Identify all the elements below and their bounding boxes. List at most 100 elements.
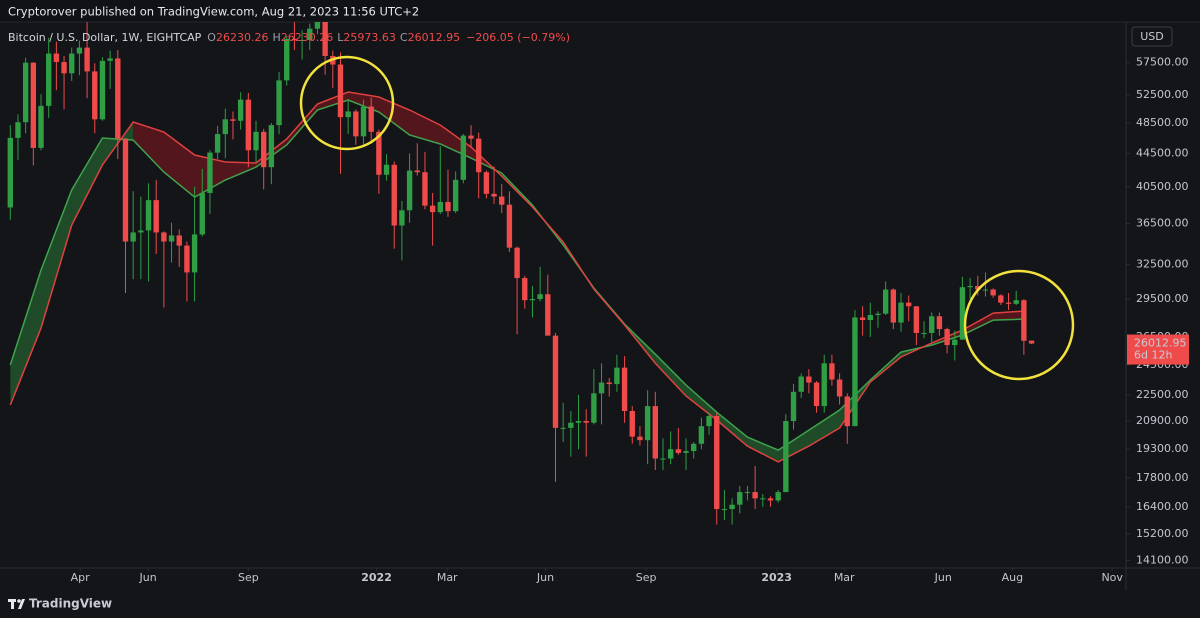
y-tick-label: 15200.00	[1136, 527, 1189, 540]
legend-label: O	[207, 31, 216, 44]
candle-body	[560, 427, 566, 429]
candle-body	[468, 135, 474, 139]
candle-body	[499, 196, 505, 205]
candle-body	[376, 131, 382, 175]
legend-value: 26012.95	[408, 31, 461, 44]
y-tick-label: 14100.00	[1136, 553, 1189, 566]
candle-body	[737, 492, 743, 505]
candle-body	[806, 376, 812, 383]
y-tick-label: 16400.00	[1136, 500, 1189, 513]
last-price-label: 26012.95	[1134, 337, 1187, 350]
candle-body	[744, 492, 751, 494]
candle-body	[38, 105, 44, 148]
y-tick-label: 32500.00	[1136, 258, 1189, 271]
y-tick-label: 44500.00	[1136, 146, 1189, 159]
candle-body	[859, 317, 866, 321]
candle-body	[529, 298, 536, 301]
candle-body	[568, 422, 574, 428]
candle-body	[22, 62, 29, 123]
candle-body	[783, 421, 789, 493]
candle-body	[506, 204, 513, 248]
candle-body	[637, 436, 643, 441]
candle-body	[391, 164, 397, 226]
candle-body	[990, 289, 996, 296]
candle-body	[598, 382, 605, 394]
candle-body	[829, 363, 835, 380]
candle-body	[61, 62, 67, 74]
ma-cloud	[655, 354, 687, 397]
candle-body	[867, 314, 873, 321]
candle-body	[322, 22, 328, 56]
candle-body	[268, 125, 275, 168]
candle-body	[214, 134, 221, 153]
candle-body	[337, 64, 344, 118]
candle-body	[882, 289, 889, 314]
candle-body	[237, 99, 244, 121]
candle-body	[445, 201, 451, 212]
x-tick-label: Mar	[437, 571, 458, 584]
candle-body	[591, 393, 597, 423]
candle-body	[852, 317, 858, 427]
candle-body	[191, 234, 198, 273]
legend-label: C	[400, 31, 408, 44]
candle-body	[798, 376, 804, 392]
candle-body	[545, 294, 551, 336]
x-tick-label: Sep	[636, 571, 657, 584]
ma-cloud	[10, 270, 42, 405]
x-tick-label: 2023	[761, 571, 792, 584]
candle-body	[913, 306, 920, 333]
x-tick-label: Aug	[1002, 571, 1023, 584]
candle-body	[406, 170, 413, 211]
y-tick-label: 19300.00	[1136, 442, 1189, 455]
currency-button[interactable]	[1131, 26, 1173, 47]
ma-cloud	[409, 110, 441, 145]
candle-body	[982, 289, 989, 291]
x-tick-label: Mar	[834, 571, 855, 584]
candle-body	[437, 201, 443, 213]
candle-body	[1013, 300, 1019, 304]
candle-body	[353, 111, 359, 137]
candle-body	[276, 80, 282, 126]
candle-body	[122, 138, 129, 242]
candle-body	[1005, 302, 1012, 304]
candle-body	[714, 415, 720, 510]
publisher-line: Cryptorover published on TradingView.com…	[8, 5, 419, 19]
ma-cloud	[133, 122, 164, 173]
candle-body	[314, 22, 321, 29]
candle-body	[207, 152, 213, 193]
candle-body	[184, 245, 190, 273]
candle-body	[76, 47, 83, 54]
candle-body	[368, 106, 374, 132]
candle-body	[514, 247, 520, 279]
ma-cloud	[686, 384, 717, 421]
candle-body	[660, 458, 666, 460]
y-tick-label: 48500.00	[1136, 116, 1189, 129]
candle-body	[975, 286, 981, 290]
y-tick-label: 22500.00	[1136, 388, 1189, 401]
candle-body	[875, 313, 881, 315]
candle-body	[222, 119, 228, 135]
candle-body	[360, 106, 367, 137]
candle-body	[130, 232, 136, 242]
brand-logo	[8, 599, 25, 609]
candle-body	[153, 200, 159, 233]
candle-body	[253, 131, 259, 151]
legend-label: L	[337, 31, 344, 44]
x-tick-label: Apr	[71, 571, 91, 584]
currency-label[interactable]: USD	[1140, 30, 1164, 43]
candle-body	[399, 210, 405, 226]
candle-body	[675, 449, 682, 453]
y-tick-label: 20900.00	[1136, 414, 1189, 427]
candle-body	[383, 164, 390, 175]
candle-body	[760, 498, 766, 500]
legend-change: −206.05 (−0.79%)	[466, 31, 570, 44]
candle-body	[575, 421, 582, 423]
candle-body	[307, 28, 313, 41]
ma-cloud	[808, 410, 840, 447]
candle-body	[952, 339, 958, 346]
top-bar	[0, 0, 1200, 22]
y-tick-label: 52500.00	[1136, 88, 1189, 101]
